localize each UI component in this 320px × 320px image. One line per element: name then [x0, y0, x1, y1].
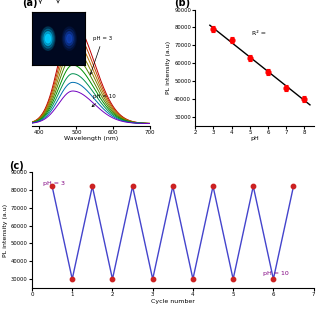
Text: R² =: R² =: [252, 31, 266, 36]
Point: [231, 276, 236, 282]
Point: [284, 85, 289, 91]
Point: [170, 184, 175, 189]
Text: pH = 10: pH = 10: [92, 94, 116, 107]
Y-axis label: PL intensity (a.u): PL intensity (a.u): [3, 204, 8, 257]
Y-axis label: PL intensity (a.u): PL intensity (a.u): [166, 41, 172, 94]
Text: (a): (a): [22, 0, 38, 8]
X-axis label: Cycle number: Cycle number: [151, 299, 195, 304]
X-axis label: pH: pH: [250, 136, 259, 141]
Point: [70, 276, 75, 282]
Point: [266, 69, 271, 75]
Point: [291, 184, 296, 189]
Point: [247, 55, 252, 60]
Point: [190, 276, 196, 282]
Point: [211, 184, 216, 189]
Point: [110, 276, 115, 282]
Point: [211, 27, 216, 32]
Point: [130, 184, 135, 189]
X-axis label: Wavelength (nm): Wavelength (nm): [64, 136, 118, 141]
Text: (b): (b): [174, 0, 190, 8]
Point: [90, 184, 95, 189]
Text: pH = 3: pH = 3: [43, 181, 65, 186]
Point: [50, 184, 55, 189]
Point: [271, 276, 276, 282]
Text: pH = 10: pH = 10: [263, 271, 289, 276]
Text: pH = 3: pH = 3: [90, 36, 112, 75]
Text: (c): (c): [10, 161, 24, 171]
Point: [302, 96, 307, 101]
Point: [150, 276, 155, 282]
Point: [229, 37, 234, 43]
Point: [251, 184, 256, 189]
